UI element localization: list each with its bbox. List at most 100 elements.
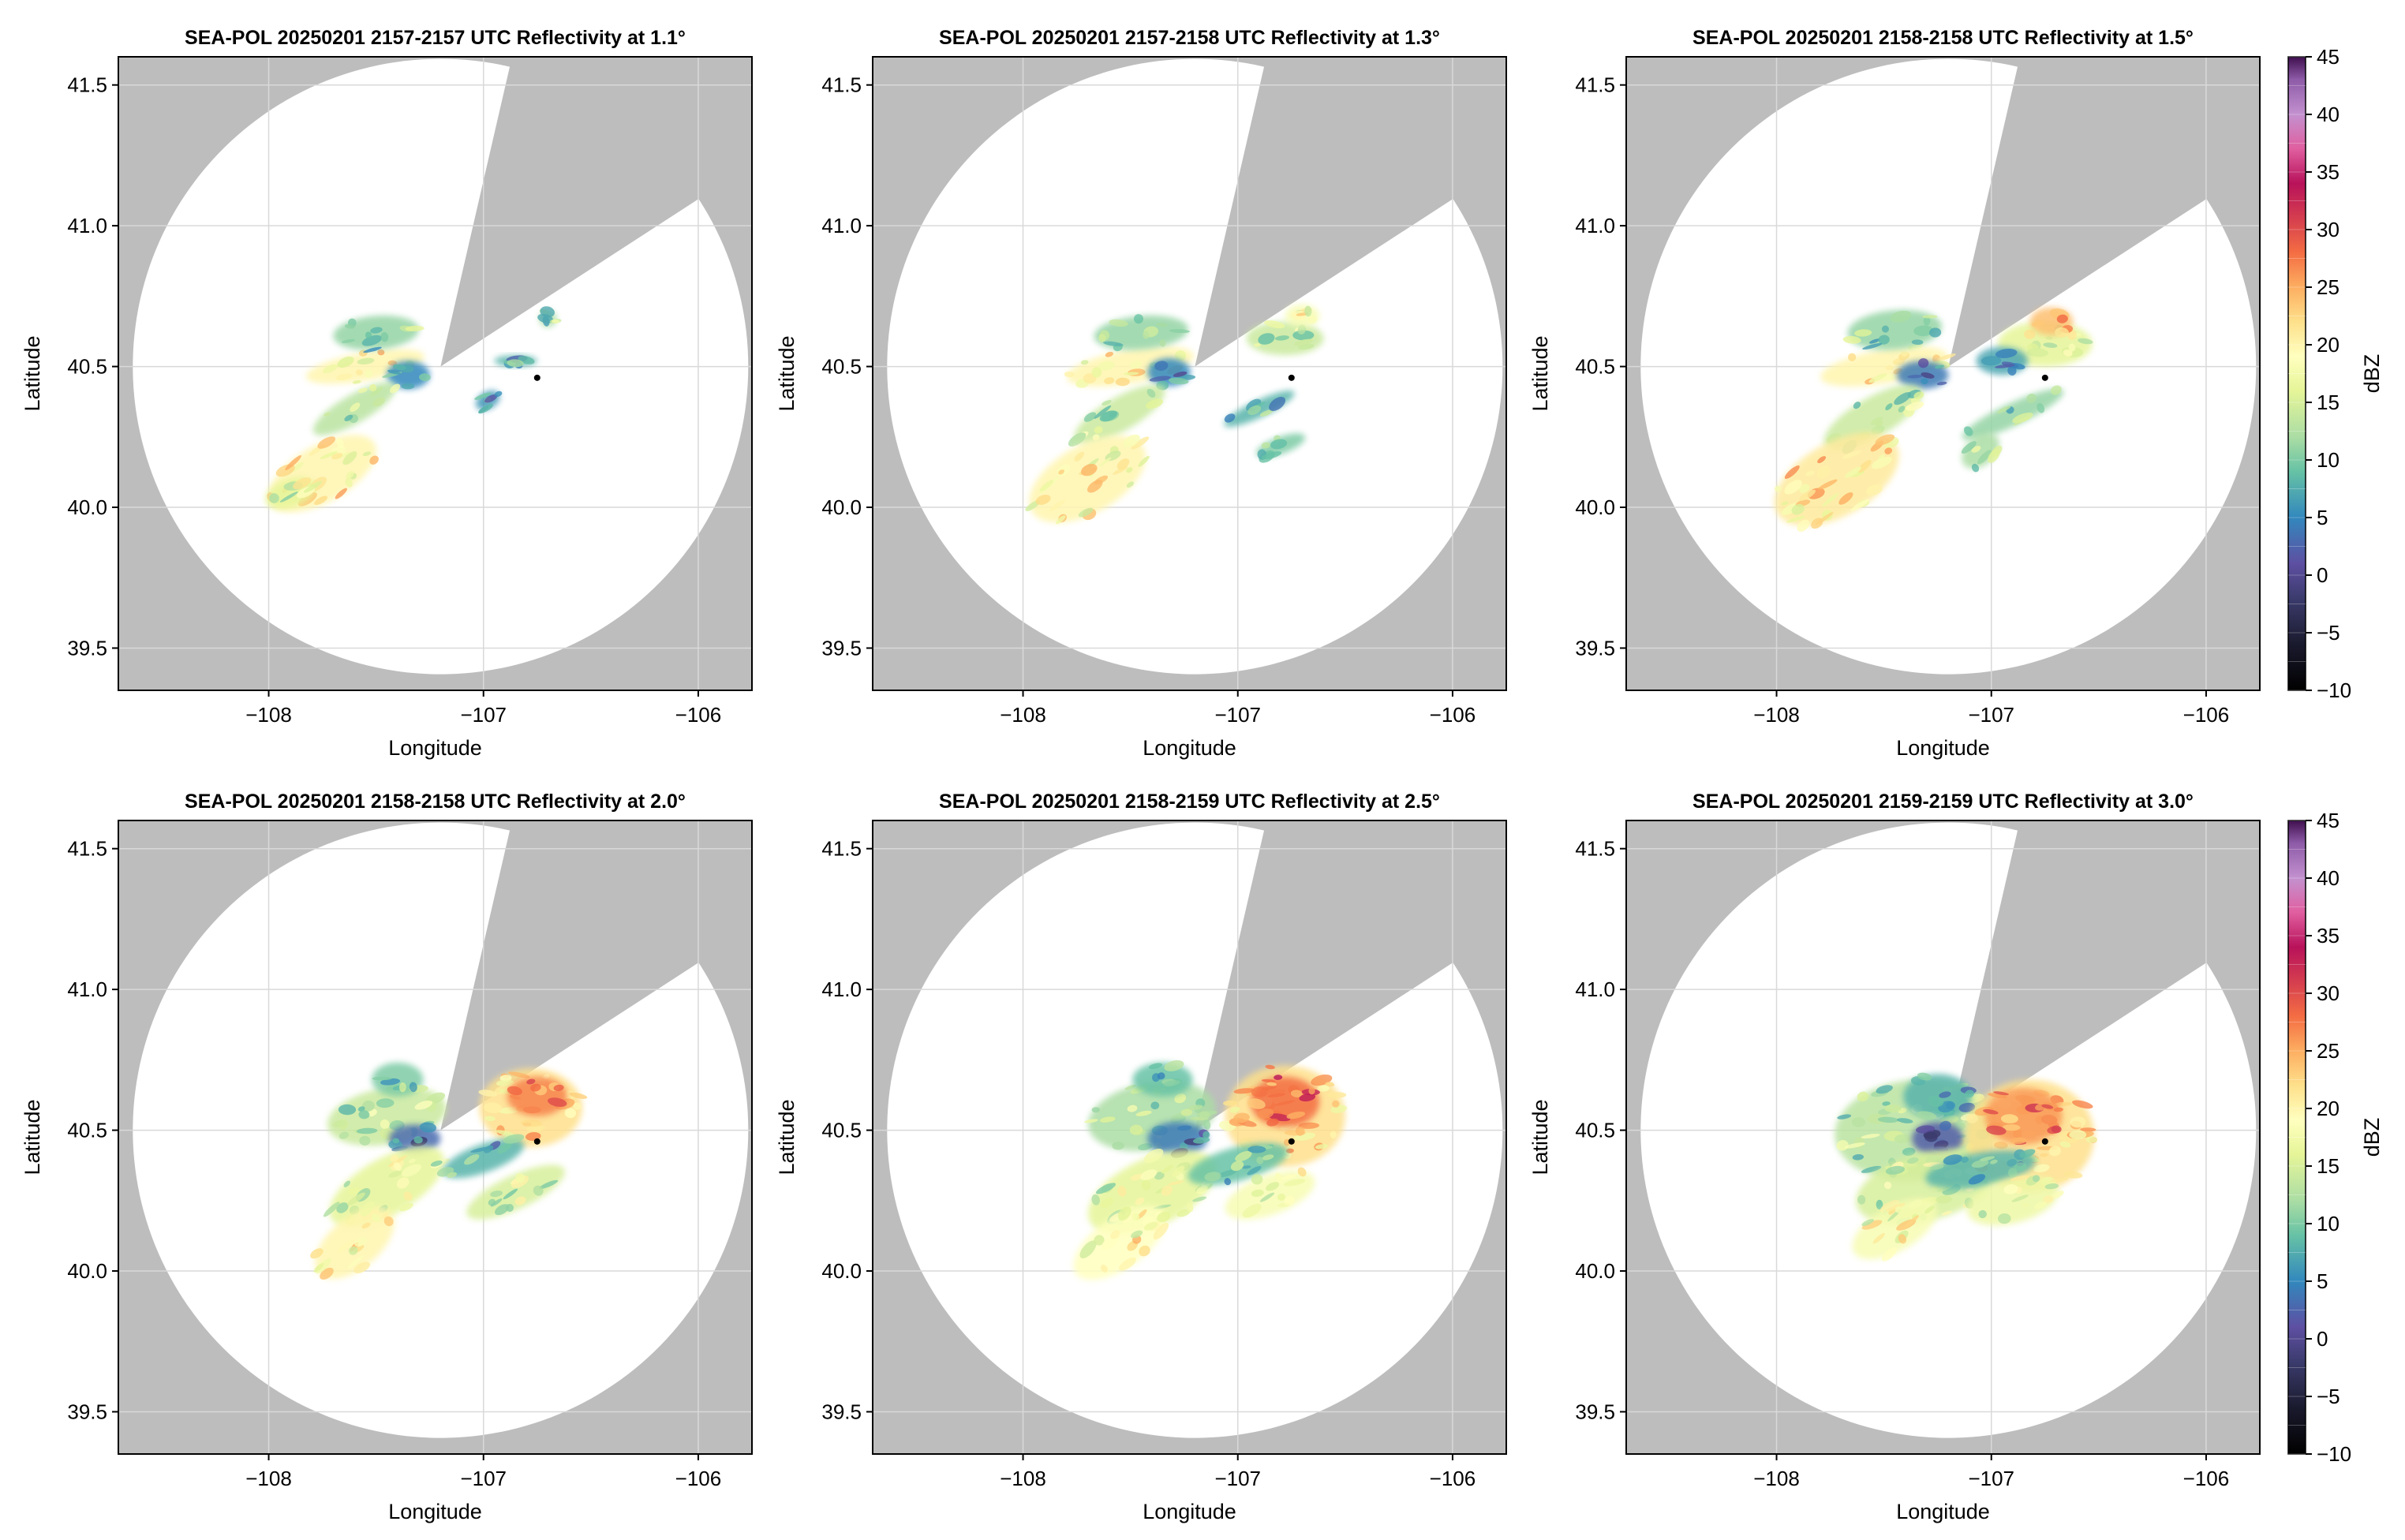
echo-speckle	[547, 1097, 567, 1108]
echo-speckle	[1852, 1153, 1865, 1161]
echo-speckle	[1129, 361, 1142, 369]
y-tick-label: 40.5	[67, 1119, 107, 1142]
colorbar-label: dBZ	[2360, 1118, 2384, 1157]
echo-speckle	[419, 373, 431, 382]
echo-speckle	[1266, 1118, 1279, 1127]
echo-speckle	[447, 1172, 457, 1179]
echo-speckle	[514, 1196, 526, 1205]
colorbar-gradient	[2287, 820, 2306, 1455]
echo-speckle	[2044, 1183, 2059, 1190]
echo-speckle	[414, 1100, 433, 1110]
echo-speckle	[508, 1071, 530, 1078]
echo-speckle	[1862, 342, 1883, 350]
echo-speckle	[390, 383, 401, 394]
echo-speckle	[1939, 1120, 1951, 1131]
echo-speckle	[1857, 1091, 1869, 1102]
echo-speckle	[352, 379, 361, 384]
echo-speckle	[2072, 1100, 2093, 1109]
echo-speckle	[1963, 426, 1973, 436]
echo-speckle	[358, 1110, 370, 1119]
echo-speckle	[1102, 400, 1112, 406]
echo-speckle	[1141, 1179, 1151, 1191]
echo-speckle	[1100, 1264, 1108, 1273]
echo-speckle	[1881, 1247, 1898, 1262]
echo-region	[1852, 1198, 1938, 1260]
echo-speckle	[1990, 1159, 1998, 1164]
echo-speckle	[1941, 1210, 1952, 1216]
echo-speckle	[1996, 406, 2011, 414]
echo-speckle	[484, 394, 498, 403]
echo-speckle	[1146, 388, 1156, 398]
x-tick-label: −106	[2183, 703, 2230, 727]
reflectivity-echoes	[1073, 1060, 1348, 1280]
echo-speckle	[1235, 1150, 1252, 1162]
echo-speckle	[365, 331, 372, 339]
y-axis-label: Latitude	[1528, 335, 1552, 411]
site-marker	[2041, 374, 2048, 381]
reflectivity-echoes	[1025, 305, 1324, 525]
echo-speckle	[1325, 1082, 1335, 1087]
echo-speckle	[1936, 1195, 1952, 1204]
echo-speckle	[1901, 351, 1908, 357]
echo-speckle	[1192, 1196, 1207, 1202]
echo-speckle	[2024, 329, 2036, 339]
echo-speckle	[338, 1131, 349, 1139]
echo-speckle	[1968, 1174, 1986, 1185]
echo-speckle	[1917, 1072, 1932, 1081]
echo-speckle	[359, 1135, 371, 1146]
echo-speckle	[1146, 398, 1163, 409]
echo-speckle	[1784, 480, 1802, 495]
echo-speckle	[1935, 364, 1945, 369]
colorbar-tick-label: 25	[2317, 275, 2340, 299]
echo-speckle	[1159, 339, 1166, 347]
echo-speckle	[1196, 1185, 1208, 1194]
echo-speckle	[1262, 1154, 1274, 1161]
echo-speckle	[2059, 1141, 2071, 1148]
echo-speckle	[2051, 1191, 2064, 1199]
echo-speckle	[2007, 365, 2017, 376]
echo-speckle	[317, 436, 336, 449]
colorbar-tick-label: 25	[2317, 1039, 2340, 1063]
echo-speckle	[510, 1095, 522, 1100]
radar-panel-1: −108 −107 −106 39.5 40.0 40.5 41.0 41.5 SEA-POL …	[21, 27, 753, 760]
echo-speckle	[1078, 507, 1094, 518]
echo-speckle	[1173, 371, 1188, 377]
echo-speckle	[1994, 1142, 2008, 1149]
y-tick-label: 39.5	[1575, 636, 1615, 660]
echo-speckle	[1978, 1209, 1987, 1219]
echo-speckle	[1115, 377, 1130, 387]
echo-speckle	[1882, 325, 1889, 333]
echo-speckle	[376, 1098, 395, 1108]
echo-speckle	[573, 1102, 582, 1110]
echo-speckle	[1241, 1165, 1251, 1169]
echo-speckle	[398, 1082, 406, 1093]
echo-speckle	[356, 1127, 378, 1134]
echo-speckle	[1261, 451, 1282, 460]
echo-speckle	[314, 495, 328, 506]
echo-speckle	[520, 1119, 543, 1127]
reflectivity-echoes	[1835, 1072, 2097, 1262]
echo-speckle	[1979, 1156, 1995, 1161]
echo-speckle	[507, 359, 524, 368]
echo-speckle	[1958, 1102, 1976, 1112]
echo-speckle	[2056, 314, 2068, 323]
echo-speckle	[332, 1120, 346, 1127]
echo-speckle	[1135, 1197, 1145, 1205]
echo-speckle	[338, 1104, 357, 1116]
echo-speckle	[1274, 1075, 1283, 1080]
echo-speckle	[1176, 1209, 1191, 1217]
panel-title: SEA-POL 20250201 2158-2158 UTC Reflectiv…	[1692, 27, 2194, 49]
echo-speckle	[1861, 1165, 1882, 1173]
echo-speckle	[361, 1222, 371, 1229]
echo-speckle	[1966, 1187, 1974, 1192]
y-axis-label: Latitude	[775, 1099, 799, 1175]
echo-speckle	[1971, 463, 1980, 473]
echo-speckle	[515, 1172, 526, 1183]
echo-speckle	[1872, 1233, 1885, 1244]
echo-speckle	[1117, 1186, 1127, 1197]
echo-speckle	[370, 327, 383, 334]
echo-speckle	[1304, 305, 1312, 317]
echo-speckle	[1126, 481, 1135, 488]
echo-speckle	[1842, 450, 1862, 459]
echo-speckle	[1885, 1202, 1906, 1212]
